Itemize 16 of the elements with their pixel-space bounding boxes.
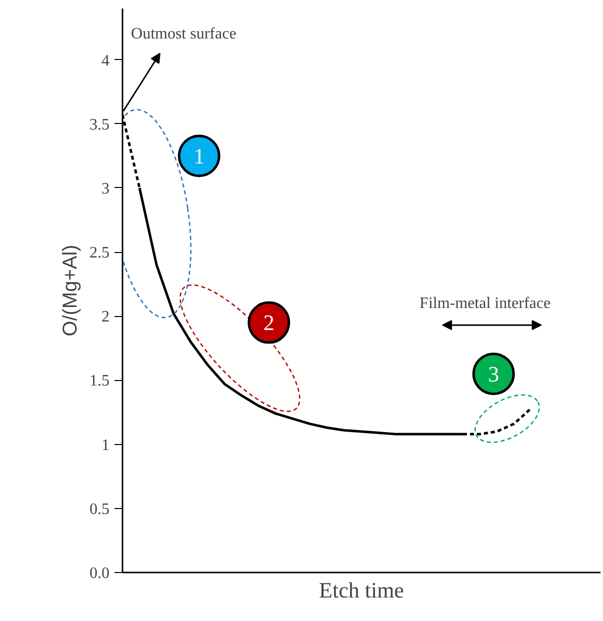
y-tick-label: 3 (102, 180, 110, 198)
y-tick-label: 1 (102, 436, 110, 454)
y-tick-label: 2.5 (90, 244, 110, 262)
annotation: Film-metal interface (420, 294, 551, 312)
y-tick-label: 0.5 (90, 500, 110, 518)
y-axis-title: O/(Mg+Al) (60, 244, 82, 336)
x-axis-title: Etch time (319, 578, 404, 602)
annotation: 2 (263, 310, 274, 336)
annotation: 1 (194, 143, 205, 168)
y-tick-label: 4 (102, 52, 110, 70)
y-tick-label: 1.5 (90, 372, 110, 390)
y-tick-label: 2 (102, 308, 110, 326)
annotation: Outmost surface (131, 26, 236, 43)
y-tick-label: 3.5 (90, 116, 110, 134)
annotation: 3 (488, 361, 500, 386)
y-tick-label: 0.0 (90, 565, 110, 582)
